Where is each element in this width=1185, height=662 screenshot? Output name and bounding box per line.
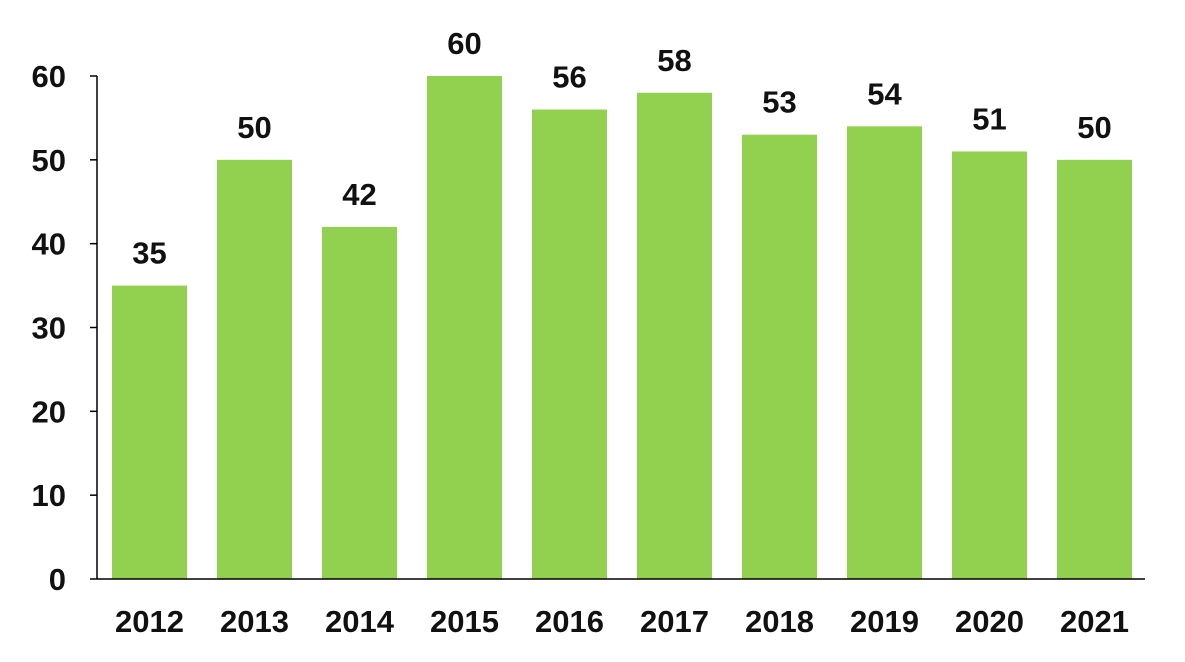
x-tick-label: 2021 — [1060, 604, 1129, 639]
x-tick-label: 2019 — [850, 604, 919, 639]
data-label-2012: 35 — [132, 236, 166, 271]
x-tick-label: 2014 — [325, 604, 395, 639]
x-tick-label: 2012 — [115, 604, 184, 639]
bar-2019 — [847, 126, 922, 580]
bar-2021 — [1057, 159, 1132, 580]
y-tick-label: 10 — [32, 478, 66, 513]
data-label-2020: 51 — [972, 101, 1006, 136]
bars — [112, 76, 1132, 580]
bar-2016 — [532, 109, 607, 580]
value-labels: 35 50 42 60 56 58 53 54 51 50 — [132, 26, 1111, 271]
data-label-2021: 50 — [1077, 110, 1111, 145]
bar-2014 — [322, 226, 397, 579]
data-label-2018: 53 — [762, 85, 796, 120]
bar-2015 — [427, 76, 502, 579]
data-label-2015: 60 — [447, 26, 481, 61]
bar-2020 — [952, 151, 1027, 579]
x-tick-label: 2016 — [535, 604, 604, 639]
data-label-2016: 56 — [552, 60, 586, 95]
bar-2017 — [637, 92, 712, 580]
data-label-2014: 42 — [342, 177, 376, 212]
y-tick-label: 0 — [49, 562, 66, 597]
x-tick-label: 2015 — [430, 604, 499, 639]
x-tick-label: 2020 — [955, 604, 1024, 639]
data-label-2017: 58 — [657, 43, 691, 78]
y-axis: 0 10 20 30 40 50 60 — [32, 59, 98, 597]
y-tick-label: 20 — [32, 394, 66, 429]
y-tick-label: 30 — [32, 311, 66, 346]
bar-2012 — [112, 285, 187, 579]
y-tick-label: 50 — [32, 143, 66, 178]
x-axis: 2012 2013 2014 2015 2016 2017 2018 2019 2020 2021 — [97, 578, 1145, 639]
x-tick-label: 2018 — [745, 604, 814, 639]
bar-2013 — [217, 159, 292, 580]
y-tick-label: 60 — [32, 59, 66, 94]
y-tick-label: 40 — [32, 227, 66, 262]
x-tick-label: 2013 — [220, 604, 289, 639]
data-label-2013: 50 — [237, 110, 271, 145]
bar-2018 — [742, 134, 817, 579]
x-tick-label: 2017 — [640, 604, 709, 639]
data-label-2019: 54 — [867, 76, 902, 111]
